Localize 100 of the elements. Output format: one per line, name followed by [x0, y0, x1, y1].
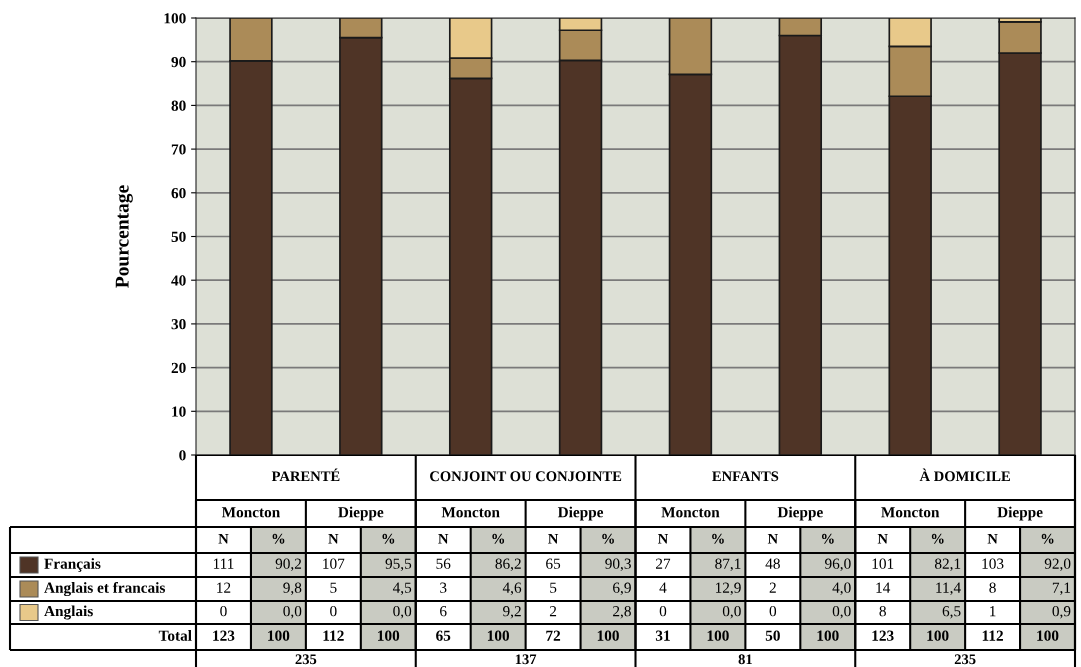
data-label: 9,2 — [503, 606, 521, 619]
data-label: 0,0 — [832, 606, 851, 619]
data-label: 7,1 — [1052, 582, 1071, 596]
text: 4 — [659, 582, 667, 593]
text: 100 — [817, 630, 839, 641]
legend-label: Français — [44, 558, 101, 572]
y-tick-label: 40 — [171, 275, 186, 286]
x-tick-label: Dieppe — [338, 506, 384, 521]
text: 112 — [982, 630, 1003, 641]
text: 0 — [220, 606, 227, 617]
data-label: 12,9 — [715, 582, 741, 596]
text: 103 — [982, 558, 1004, 569]
data-label: 9,8 — [283, 582, 302, 596]
text: 100 — [268, 630, 290, 641]
y-tick-label: 30 — [171, 319, 186, 330]
text: PARENTÉ — [271, 468, 340, 482]
y-axis-title: Pourcentage — [115, 185, 133, 288]
y-tick-label: 70 — [171, 144, 186, 155]
data-label: 2,8 — [613, 606, 631, 619]
text: 0 — [659, 606, 667, 617]
text: % — [1041, 533, 1054, 544]
text: % — [931, 533, 944, 544]
text: 235 — [954, 654, 976, 665]
y-tick-label: 50 — [171, 231, 186, 242]
data-label: 11,4 — [936, 582, 961, 596]
data-label: 90,2 — [275, 558, 302, 572]
x-tick-label: Moncton — [881, 507, 940, 518]
data-label: 0,9 — [1052, 606, 1071, 619]
data-label: 86,2 — [495, 558, 521, 572]
text: N — [767, 533, 778, 544]
data-label: 96,0 — [825, 558, 851, 572]
text: 65 — [436, 630, 451, 641]
text: 14 — [876, 582, 891, 593]
text: N — [438, 533, 449, 544]
text: 100 — [597, 630, 619, 641]
data-label: 6,9 — [613, 582, 631, 596]
y-tick-label: 90 — [171, 56, 186, 68]
text: % — [712, 533, 724, 544]
text: N — [987, 533, 998, 544]
text: % — [492, 533, 505, 544]
data-label: 95,5 — [385, 558, 412, 572]
text: Total — [158, 630, 192, 641]
text: 56 — [436, 558, 451, 569]
text: 27 — [656, 558, 671, 569]
data-label: 92,0 — [1044, 558, 1071, 572]
text: % — [821, 533, 834, 544]
text: 101 — [872, 558, 894, 569]
data-label: 0,0 — [722, 606, 741, 619]
data-label: 4,6 — [502, 582, 522, 596]
text: 123 — [213, 630, 235, 641]
text: 137 — [515, 654, 537, 665]
text: N — [877, 533, 888, 544]
text: 31 — [655, 630, 670, 641]
text: N — [548, 533, 559, 544]
text: À DOMICILE — [919, 468, 1010, 482]
text: 0 — [769, 606, 777, 617]
y-tick-label: 100 — [164, 13, 186, 24]
x-tick-label: Dieppe — [997, 506, 1043, 521]
text: 6 — [440, 606, 447, 617]
y-tick-label: 0 — [179, 450, 186, 461]
data-label: 6,5 — [942, 606, 961, 619]
y-tick-label: 60 — [171, 187, 186, 199]
text: 48 — [765, 558, 780, 569]
text: 12 — [217, 582, 231, 593]
legend-label: Anglais — [44, 605, 93, 620]
text: 65 — [546, 558, 561, 569]
text: 235 — [295, 654, 317, 665]
text: 100 — [487, 630, 510, 641]
text: 72 — [546, 630, 561, 641]
text: 2 — [549, 606, 557, 617]
data-label: 82,1 — [934, 558, 961, 572]
data-label: 0,0 — [283, 606, 302, 619]
text: 107 — [323, 558, 345, 569]
data-label: 0,0 — [393, 606, 412, 619]
text: 3 — [440, 582, 447, 593]
text: 1 — [990, 606, 996, 617]
text: % — [602, 533, 614, 544]
text: % — [272, 533, 285, 544]
text: 81 — [738, 654, 752, 665]
data-label: 90,3 — [605, 558, 631, 572]
legend-label: Anglais et francais — [44, 581, 165, 597]
text: 50 — [765, 630, 780, 641]
y-tick-label: 10 — [172, 406, 186, 417]
x-tick-label: Moncton — [221, 507, 280, 518]
data-label: 4,5 — [392, 582, 412, 596]
x-tick-label: Moncton — [441, 507, 500, 518]
x-tick-label: Dieppe — [557, 506, 604, 521]
text: 100 — [378, 630, 400, 641]
text: % — [382, 533, 395, 544]
text: 5 — [330, 582, 337, 593]
text: 100 — [1037, 630, 1059, 641]
text: 111 — [213, 558, 234, 569]
text: 112 — [323, 630, 344, 641]
text: 8 — [879, 606, 886, 617]
text: N — [218, 533, 229, 544]
text: 5 — [550, 582, 557, 593]
text: ENFANTS — [712, 471, 779, 482]
text: 8 — [989, 582, 996, 593]
text: 0 — [330, 606, 337, 617]
y-tick-label: 20 — [171, 362, 186, 374]
